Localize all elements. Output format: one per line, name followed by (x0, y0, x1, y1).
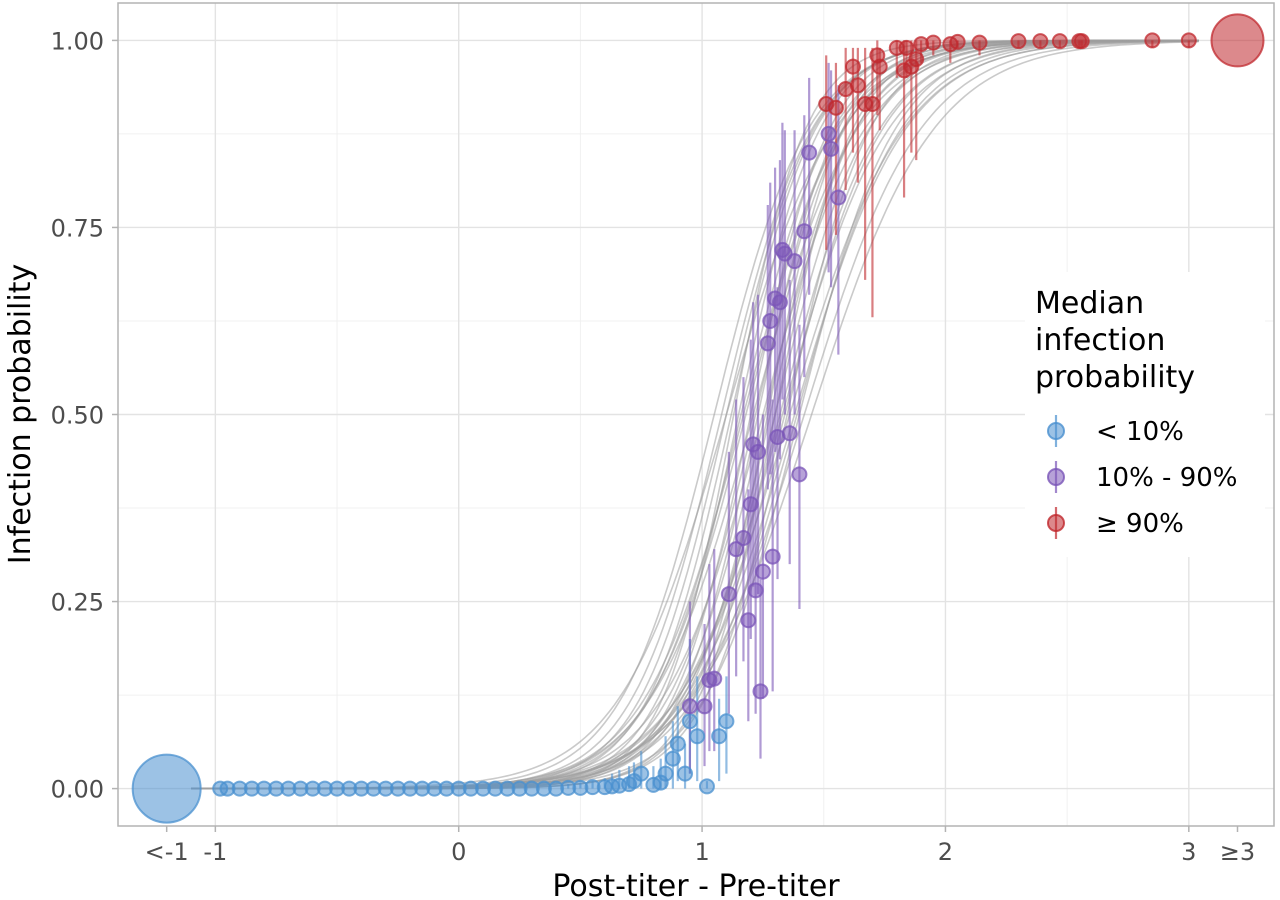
x-tick-label: 2 (938, 838, 953, 866)
data-point (771, 294, 788, 311)
x-tick-label: 0 (451, 838, 466, 866)
legend-background (1025, 272, 1265, 557)
data-point (131, 753, 202, 824)
data-point (720, 586, 737, 603)
data-point (1210, 13, 1265, 68)
x-axis-title: Post-titer - Pre-titer (552, 869, 840, 900)
data-point (735, 529, 752, 546)
x-tick-label: <-1 (145, 838, 189, 866)
legend-entries: < 10% 10% - 90% ≥ 90% (1047, 415, 1238, 539)
data-point (718, 713, 735, 730)
legend-entry-label: 10% - 90% (1096, 463, 1238, 493)
data-point (971, 34, 988, 51)
data-point (827, 99, 844, 116)
data-point (657, 765, 674, 782)
legend-entry: ≥ 90% (1047, 507, 1184, 539)
data-point (633, 765, 650, 782)
y-tick-label: 0.50 (51, 402, 104, 430)
data-point (908, 51, 925, 68)
data-point (844, 58, 861, 75)
data-point (864, 96, 881, 113)
data-point (742, 496, 759, 513)
data-point (781, 425, 798, 442)
data-point (750, 443, 767, 460)
data-point (669, 735, 686, 752)
x-tick-label: ≥3 (1220, 838, 1255, 866)
data-point (740, 612, 757, 629)
data-point (1032, 33, 1049, 50)
data-point (1010, 33, 1027, 50)
data-point (681, 713, 698, 730)
data-point (820, 125, 837, 142)
data-point (949, 33, 966, 50)
data-point (747, 582, 764, 599)
legend-key-point (1047, 422, 1065, 440)
x-tick-label: -1 (203, 838, 227, 866)
data-point (791, 466, 808, 483)
data-point (677, 765, 694, 782)
data-point (849, 77, 866, 94)
data-point (871, 58, 888, 75)
data-point (1144, 32, 1161, 49)
data-point (754, 563, 771, 580)
legend-key-point (1047, 468, 1065, 486)
legend-key-point (1047, 514, 1065, 532)
data-point (681, 698, 698, 715)
y-axis-ticks: 0.00 0.25 0.50 0.75 1.00 (51, 27, 118, 804)
data-point (764, 548, 781, 565)
data-point (823, 140, 840, 157)
data-point (786, 253, 803, 270)
y-tick-label: 0.25 (51, 589, 104, 617)
data-point (830, 189, 847, 206)
data-point (759, 335, 776, 352)
legend: Median infection probability < 10% 10% - … (1025, 272, 1265, 557)
data-point (898, 39, 915, 56)
data-point (696, 698, 713, 715)
posterior-curves (190, 39, 1199, 790)
x-axis-ticks: <-1 -1 0 1 2 3 ≥3 (145, 826, 1255, 866)
legend-entry-label: < 10% (1096, 417, 1184, 447)
legend-title-line-1: Median (1035, 286, 1144, 321)
legend-entry: 10% - 90% (1047, 461, 1238, 493)
data-point (689, 728, 706, 745)
y-axis-title: Infection probability (3, 264, 38, 564)
legend-entry: < 10% (1047, 415, 1184, 447)
y-tick-label: 0.00 (51, 776, 104, 804)
data-point (698, 778, 715, 795)
data-point (796, 223, 813, 240)
x-tick-label: 1 (694, 838, 709, 866)
y-tick-label: 0.75 (51, 214, 104, 242)
data-point (1051, 33, 1068, 50)
data-point (728, 541, 745, 558)
data-point (664, 750, 681, 767)
data-point (1073, 33, 1090, 50)
y-tick-label: 1.00 (51, 27, 104, 55)
data-point (752, 683, 769, 700)
data-points (131, 13, 1265, 824)
data-point (1180, 32, 1197, 49)
legend-title-line-2: infection (1035, 323, 1165, 358)
x-tick-label: 3 (1181, 838, 1196, 866)
data-point (925, 34, 942, 51)
data-point (762, 312, 779, 329)
legend-entry-label: ≥ 90% (1096, 509, 1184, 539)
legend-title-line-3: probability (1035, 360, 1195, 395)
data-point (711, 728, 728, 745)
data-point (801, 144, 818, 161)
data-point (706, 670, 723, 687)
